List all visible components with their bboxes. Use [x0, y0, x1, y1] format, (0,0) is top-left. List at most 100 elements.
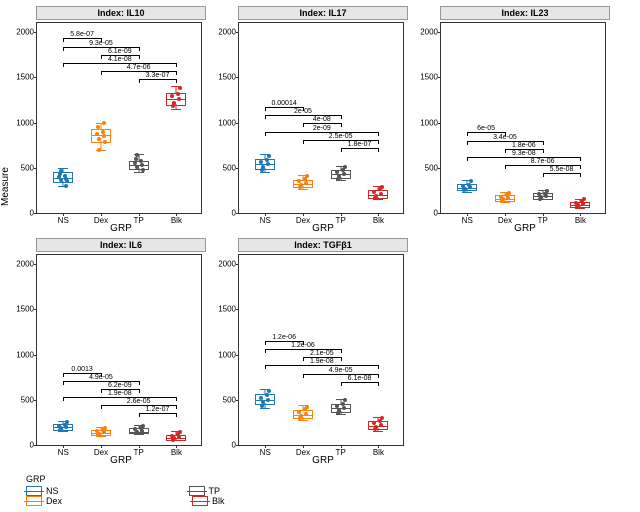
- data-point: [469, 179, 473, 183]
- x-axis-label: GRP: [110, 455, 132, 466]
- data-point: [304, 181, 308, 185]
- data-point: [63, 174, 67, 178]
- data-point: [59, 178, 63, 182]
- data-point: [499, 195, 503, 199]
- data-point: [134, 431, 138, 435]
- x-axis-label: GRP: [312, 455, 334, 466]
- data-point: [298, 185, 302, 189]
- data-point: [177, 97, 181, 101]
- data-point: [139, 159, 143, 163]
- plot-area: 0500100015002000NSDexTPBlk3.3e-074.7e-06…: [36, 22, 202, 214]
- legend-title: GRP: [26, 474, 640, 484]
- data-point: [103, 426, 107, 430]
- legend-item: NS: [26, 486, 59, 496]
- p-value-label: 4e-08: [313, 116, 331, 123]
- data-point: [178, 430, 182, 434]
- p-value-label: 2.6e-05: [127, 398, 151, 405]
- p-value-label: 0.00014: [271, 100, 296, 107]
- legend-item: Blk: [192, 496, 225, 506]
- legend-item: Dex: [26, 496, 62, 506]
- data-point: [97, 137, 101, 141]
- data-point: [133, 161, 137, 165]
- data-point: [170, 94, 174, 98]
- data-point: [341, 168, 345, 172]
- data-point: [343, 165, 347, 169]
- p-value-label: 4.7e-06: [127, 64, 151, 71]
- data-point: [575, 205, 579, 209]
- p-value-label: 5.5e-08: [550, 166, 574, 173]
- data-point: [380, 416, 384, 420]
- data-point: [96, 125, 100, 129]
- panel-title: Index: IL10: [36, 6, 206, 20]
- data-point: [336, 411, 340, 415]
- p-value-label: 5.8e-07: [70, 31, 94, 38]
- p-value-label: 2e-09: [313, 125, 331, 132]
- p-value-label: 1.8e-06: [512, 142, 536, 149]
- data-point: [65, 179, 69, 183]
- data-point: [178, 86, 182, 90]
- plot-area: 0500100015002000NSDexTPBlk5.5e-088.7e-06…: [440, 22, 606, 214]
- panel-IL23: Index: IL230500100015002000NSDexTPBlk5.5…: [410, 6, 610, 236]
- data-point: [305, 174, 309, 178]
- p-value-label: 4.9e-05: [329, 367, 353, 374]
- data-point: [259, 396, 263, 400]
- data-point: [266, 162, 270, 166]
- data-point: [102, 121, 106, 125]
- data-point: [102, 134, 106, 138]
- data-point: [260, 168, 264, 172]
- data-point: [103, 140, 107, 144]
- data-point: [135, 153, 139, 157]
- data-point: [65, 420, 69, 424]
- data-point: [58, 428, 62, 432]
- data-point: [373, 427, 377, 431]
- data-point: [141, 168, 145, 172]
- plot-area: 0500100015002000NSDexTPBlk1.2e-072.6e-05…: [36, 254, 202, 446]
- data-point: [372, 190, 376, 194]
- data-point: [298, 416, 302, 420]
- p-value-label: 6.2e-09: [108, 382, 132, 389]
- data-point: [176, 92, 180, 96]
- p-value-label: 2.1e-05: [310, 350, 334, 357]
- data-point: [101, 130, 105, 134]
- p-value-label: 1.8e-07: [348, 141, 372, 148]
- data-point: [64, 184, 68, 188]
- data-point: [545, 189, 549, 193]
- data-point: [372, 421, 376, 425]
- panel-IL10: Index: IL10 0500100015002000NSDexTPBlk3.3…: [6, 6, 206, 236]
- plot-area: 0500100015002000NSDexTPBlk1.8e-072.5e-05…: [238, 22, 404, 214]
- data-point: [171, 104, 175, 108]
- data-point: [267, 154, 271, 158]
- data-point: [461, 184, 465, 188]
- data-point: [140, 163, 144, 167]
- data-point: [95, 132, 99, 136]
- p-value-label: 0.0013: [71, 366, 92, 373]
- plot-area: 0500100015002000NSDexTPBlk6.1e-084.9e-05…: [238, 254, 404, 446]
- x-axis-label: GRP: [514, 223, 536, 234]
- data-point: [297, 410, 301, 414]
- data-point: [379, 423, 383, 427]
- data-point: [336, 177, 340, 181]
- p-value-label: 1.2e-07: [146, 406, 170, 413]
- panel-title: Index: IL6: [36, 238, 206, 252]
- x-axis-label: GRP: [110, 223, 132, 234]
- p-value-label: 6.1e-09: [108, 48, 132, 55]
- data-point: [297, 179, 301, 183]
- data-point: [259, 160, 263, 164]
- data-point: [267, 389, 271, 393]
- data-point: [265, 393, 269, 397]
- x-axis-label: GRP: [312, 223, 334, 234]
- data-point: [96, 433, 100, 437]
- panel-title: Index: TGFβ1: [238, 238, 408, 252]
- p-value-label: 1.9e-08: [108, 390, 132, 397]
- p-value-label: 6.1e-08: [348, 375, 372, 382]
- p-value-label: 9.3e-08: [512, 150, 536, 157]
- data-point: [380, 185, 384, 189]
- legend: GRP NSTPDexBlk: [6, 474, 640, 506]
- p-value-label: 3.3e-07: [146, 72, 170, 79]
- data-point: [507, 191, 511, 195]
- data-point: [582, 197, 586, 201]
- data-point: [260, 404, 264, 408]
- data-point: [342, 172, 346, 176]
- data-point: [373, 196, 377, 200]
- data-point: [266, 398, 270, 402]
